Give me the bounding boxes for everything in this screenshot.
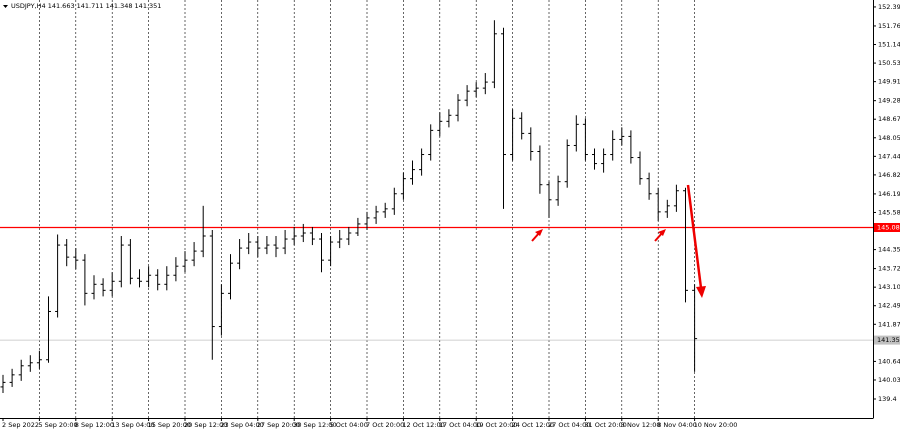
y-tick-label: 142.49 <box>878 302 900 310</box>
y-tick-label: 149.915 <box>878 78 900 86</box>
x-tick-label: 20 Sep 12:00 <box>184 421 227 429</box>
x-tick-label: 2 Sep 2022 <box>2 421 39 429</box>
y-tick-label: 149.285 <box>878 97 900 105</box>
menu-icon <box>3 5 8 8</box>
arrow-head <box>696 286 706 298</box>
x-tick-label: 5 Oct 04:00 <box>330 421 368 429</box>
x-tick-label: 31 Oct 20:00 <box>584 421 626 429</box>
y-tick-label: 139.4 <box>878 395 897 403</box>
y-tick-label: 146.195 <box>878 190 900 198</box>
y-tick-label: 144.35 <box>878 246 900 254</box>
y-tick-label: 140.03 <box>878 376 900 384</box>
y-tick-label: 151.76 <box>878 22 900 30</box>
y-tick-label: 151.145 <box>878 41 900 49</box>
x-tick-label: 10 Nov 20:00 <box>694 421 738 429</box>
x-tick-label: 12 Oct 12:00 <box>402 421 444 429</box>
chart-title: USDJPY,H4 141.663 141.711 141.348 141.35… <box>11 2 161 10</box>
y-tick-label: 147.44 <box>878 152 900 160</box>
level-label: 145.082 <box>877 224 900 232</box>
x-tick-label: 15 Sep 20:00 <box>148 421 191 429</box>
arrow-head <box>658 229 666 236</box>
x-tick-label: 27 Oct 04:00 <box>548 421 590 429</box>
x-tick-label: 24 Oct 12:00 <box>512 421 554 429</box>
x-tick-label: 13 Sep 04:00 <box>111 421 154 429</box>
y-tick-label: 150.53 <box>878 59 900 67</box>
x-tick-label: 5 Sep 20:00 <box>38 421 77 429</box>
annotations <box>531 184 706 298</box>
y-tick-label: 141.875 <box>878 320 900 328</box>
x-tick-label: 8 Nov 04:00 <box>657 421 697 429</box>
x-tick-label: 23 Sep 04:00 <box>220 421 263 429</box>
x-tick-label: 8 Sep 12:00 <box>75 421 114 429</box>
y-tick-label: 148.67 <box>878 115 900 123</box>
level-label-bg <box>874 223 900 233</box>
y-tick-label: 140.645 <box>878 357 900 365</box>
x-tick-label: 17 Oct 04:00 <box>439 421 481 429</box>
level-label-bg <box>874 335 900 345</box>
x-tick-label: 27 Sep 20:00 <box>257 421 300 429</box>
arrow <box>686 184 703 289</box>
y-tick-label: 143.105 <box>878 283 900 291</box>
y-tick-label: 145.58 <box>878 208 900 216</box>
x-tick-label: 19 Oct 20:00 <box>475 421 517 429</box>
y-tick-label: 146.825 <box>878 171 900 179</box>
level-label: 141.351 <box>877 336 900 344</box>
x-tick-label: 30 Sep 12:00 <box>293 421 336 429</box>
arrow-head <box>535 229 543 236</box>
y-tick-label: 152.39 <box>878 3 900 11</box>
y-tick-label: 148.055 <box>878 134 900 142</box>
x-tick-label: 7 Oct 20:00 <box>366 421 404 429</box>
y-tick-label: 143.72 <box>878 265 900 273</box>
x-tick-label: 3 Nov 12:00 <box>621 421 661 429</box>
